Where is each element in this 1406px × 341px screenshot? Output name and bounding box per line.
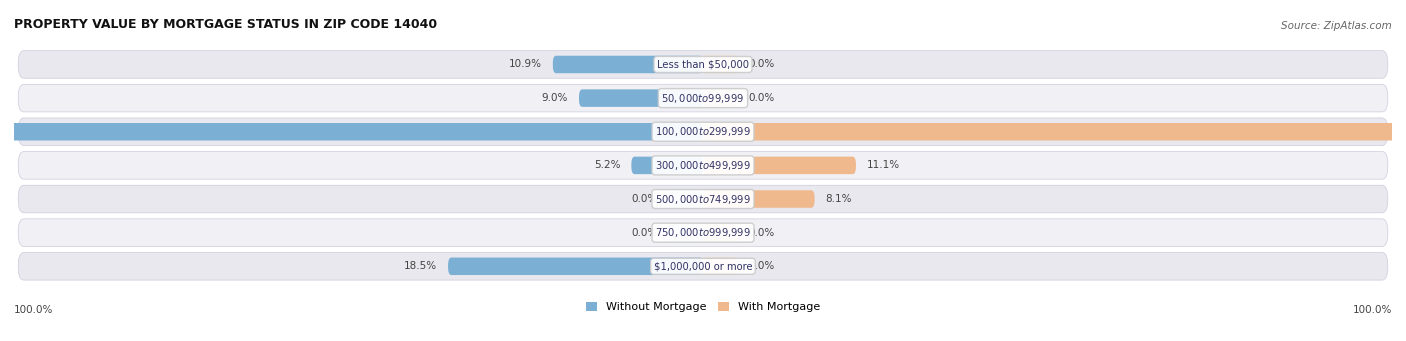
Text: 8.1%: 8.1% xyxy=(825,194,852,204)
Text: 0.0%: 0.0% xyxy=(748,228,775,238)
Text: $500,000 to $749,999: $500,000 to $749,999 xyxy=(655,193,751,206)
Text: 0.0%: 0.0% xyxy=(748,93,775,103)
FancyBboxPatch shape xyxy=(18,219,1388,247)
Legend: Without Mortgage, With Mortgage: Without Mortgage, With Mortgage xyxy=(582,298,824,317)
FancyBboxPatch shape xyxy=(669,190,703,208)
Text: 0.0%: 0.0% xyxy=(748,59,775,70)
FancyBboxPatch shape xyxy=(703,123,1406,140)
FancyBboxPatch shape xyxy=(18,51,1388,78)
Text: 100.0%: 100.0% xyxy=(14,305,53,315)
FancyBboxPatch shape xyxy=(703,257,738,275)
FancyBboxPatch shape xyxy=(18,118,1388,146)
Text: $100,000 to $299,999: $100,000 to $299,999 xyxy=(655,125,751,138)
FancyBboxPatch shape xyxy=(703,89,738,107)
Text: PROPERTY VALUE BY MORTGAGE STATUS IN ZIP CODE 14040: PROPERTY VALUE BY MORTGAGE STATUS IN ZIP… xyxy=(14,18,437,31)
FancyBboxPatch shape xyxy=(18,252,1388,280)
FancyBboxPatch shape xyxy=(18,185,1388,213)
FancyBboxPatch shape xyxy=(703,157,856,174)
Text: 5.2%: 5.2% xyxy=(593,160,620,170)
Text: $1,000,000 or more: $1,000,000 or more xyxy=(654,261,752,271)
Text: 0.0%: 0.0% xyxy=(631,194,658,204)
Text: 11.1%: 11.1% xyxy=(868,160,900,170)
Text: $750,000 to $999,999: $750,000 to $999,999 xyxy=(655,226,751,239)
FancyBboxPatch shape xyxy=(18,84,1388,112)
FancyBboxPatch shape xyxy=(703,56,738,73)
FancyBboxPatch shape xyxy=(579,89,703,107)
FancyBboxPatch shape xyxy=(669,224,703,241)
Text: 0.0%: 0.0% xyxy=(631,228,658,238)
Text: 9.0%: 9.0% xyxy=(541,93,568,103)
Text: Source: ZipAtlas.com: Source: ZipAtlas.com xyxy=(1281,21,1392,31)
FancyBboxPatch shape xyxy=(449,257,703,275)
FancyBboxPatch shape xyxy=(703,190,814,208)
FancyBboxPatch shape xyxy=(0,123,703,140)
Text: 100.0%: 100.0% xyxy=(1353,305,1392,315)
Text: 18.5%: 18.5% xyxy=(404,261,437,271)
Text: Less than $50,000: Less than $50,000 xyxy=(657,59,749,70)
FancyBboxPatch shape xyxy=(553,56,703,73)
FancyBboxPatch shape xyxy=(18,152,1388,179)
FancyBboxPatch shape xyxy=(631,157,703,174)
Text: $50,000 to $99,999: $50,000 to $99,999 xyxy=(661,92,745,105)
Text: $300,000 to $499,999: $300,000 to $499,999 xyxy=(655,159,751,172)
FancyBboxPatch shape xyxy=(703,224,738,241)
Text: 0.0%: 0.0% xyxy=(748,261,775,271)
Text: 10.9%: 10.9% xyxy=(509,59,541,70)
